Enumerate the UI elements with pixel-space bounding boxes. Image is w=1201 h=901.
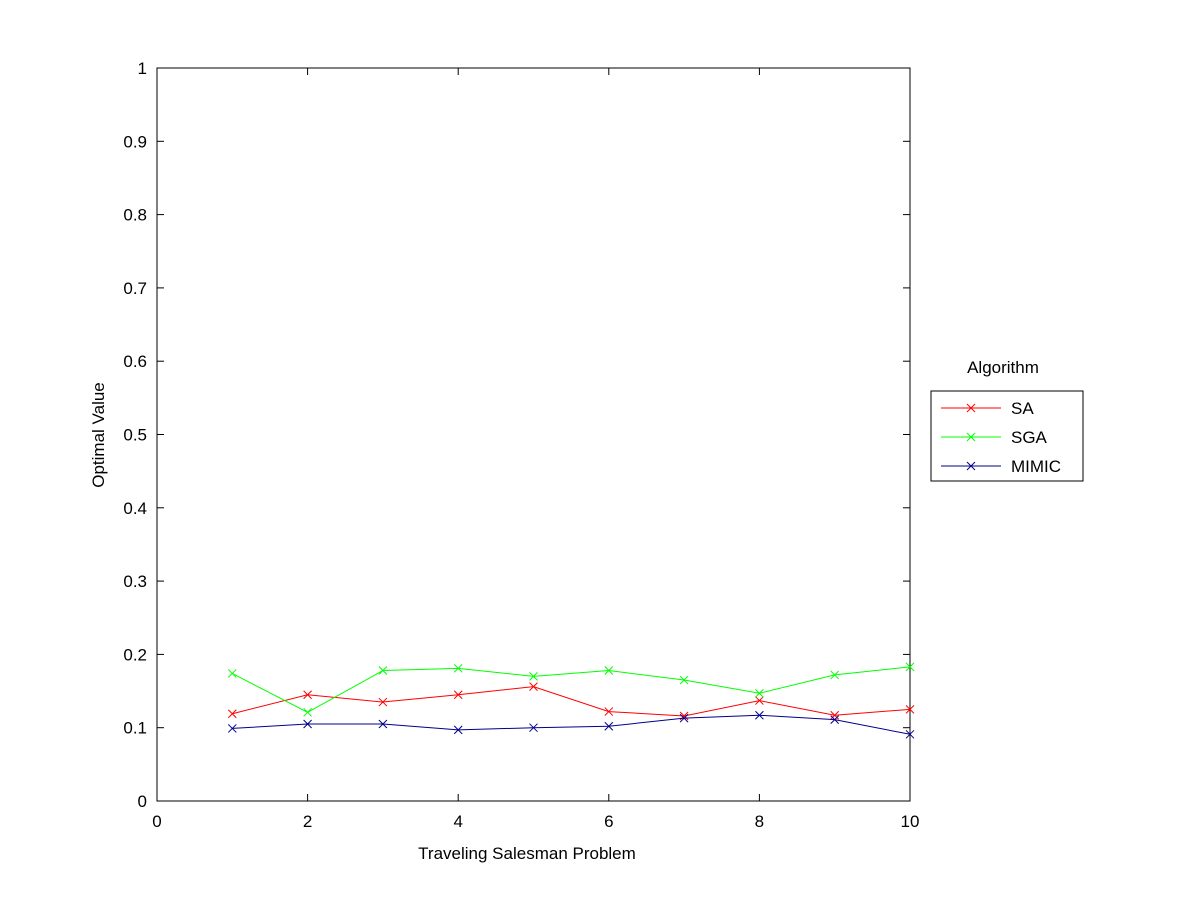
series-line-sa bbox=[232, 686, 911, 717]
data-point-sga bbox=[529, 672, 538, 681]
data-point-sga bbox=[227, 669, 237, 678]
data-point-mimic bbox=[755, 710, 764, 720]
series-line-sga bbox=[232, 666, 911, 713]
legend-marker-mimic bbox=[966, 461, 976, 471]
legend-marker-sa bbox=[966, 403, 976, 413]
y-tick-label: 0.4 bbox=[123, 499, 147, 518]
data-point-mimic bbox=[905, 729, 915, 739]
data-point-sga bbox=[905, 662, 915, 672]
data-point-sa bbox=[604, 707, 614, 716]
data-point-mimic bbox=[227, 724, 237, 733]
legend-label-sa: SA bbox=[1011, 399, 1034, 418]
data-point-sa bbox=[755, 696, 764, 705]
data-point-sa bbox=[529, 682, 538, 692]
plot-area: 0 2 4 6 8 10 0 0.1 0.2 0.3 0.4 0.5 0.6 0.7 0.8 0.9 1 bbox=[123, 59, 919, 831]
data-point-sa bbox=[227, 709, 237, 719]
x-tick-label: 6 bbox=[604, 812, 613, 831]
y-tick-label: 1 bbox=[138, 59, 147, 78]
y-tick-label: 0 bbox=[138, 792, 147, 811]
x-tick-label: 8 bbox=[755, 812, 764, 831]
data-point-sga bbox=[830, 670, 840, 680]
data-point-mimic bbox=[529, 723, 538, 733]
x-tick-label: 4 bbox=[453, 812, 462, 831]
legend-label-mimic: MIMIC bbox=[1011, 457, 1061, 476]
legend-title: Algorithm bbox=[967, 358, 1039, 377]
data-point-sga bbox=[453, 663, 463, 673]
y-tick-label: 0.2 bbox=[123, 645, 147, 664]
y-tick-label: 0.6 bbox=[123, 352, 147, 371]
data-point-sga bbox=[303, 707, 312, 717]
x-tick-label: 0 bbox=[152, 812, 161, 831]
data-point-sga bbox=[378, 666, 388, 675]
series-line-mimic bbox=[232, 714, 911, 735]
data-point-sga bbox=[755, 688, 764, 698]
data-point-mimic bbox=[378, 719, 388, 729]
x-tick-label: 2 bbox=[303, 812, 312, 831]
y-tick-label: 0.3 bbox=[123, 572, 147, 591]
data-point-sa bbox=[303, 690, 312, 700]
legend-label-sga: SGA bbox=[1011, 428, 1048, 447]
axes-box bbox=[156, 67, 911, 802]
data-point-sga bbox=[679, 675, 689, 685]
data-point-mimic bbox=[303, 719, 312, 729]
x-axis-label: Traveling Salesman Problem bbox=[418, 844, 636, 863]
data-point-sga bbox=[604, 666, 614, 675]
data-point-mimic bbox=[453, 725, 463, 735]
data-point-sa bbox=[830, 710, 840, 720]
data-point-mimic bbox=[679, 713, 689, 723]
y-axis-label: Optimal Value bbox=[89, 382, 108, 488]
y-tick-label: 0.7 bbox=[123, 279, 147, 298]
y-tick-label: 0.8 bbox=[123, 206, 147, 225]
data-point-mimic bbox=[604, 721, 614, 731]
y-tick-label: 0.9 bbox=[123, 132, 147, 151]
x-tick-label: 10 bbox=[901, 812, 920, 831]
data-point-mimic bbox=[830, 715, 840, 724]
data-point-sa bbox=[378, 697, 388, 707]
legend: SA SGA MIMIC bbox=[930, 390, 1084, 482]
legend-marker-sga bbox=[966, 432, 976, 442]
data-point-sa bbox=[905, 705, 915, 714]
y-tick-label: 0.5 bbox=[123, 426, 147, 445]
y-tick-label: 0.1 bbox=[123, 719, 147, 738]
data-point-sa bbox=[453, 690, 463, 700]
